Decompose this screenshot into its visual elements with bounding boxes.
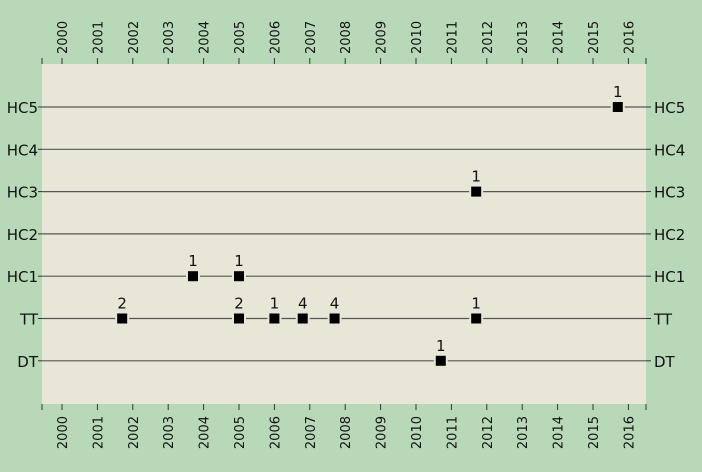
bottom-tick-label: 2010 bbox=[410, 416, 425, 449]
top-tick-label: 2016 bbox=[622, 21, 637, 54]
top-tick-label: 2007 bbox=[304, 21, 319, 54]
left-category-label: TT bbox=[19, 311, 39, 329]
left-category-label: HC5 bbox=[7, 99, 38, 117]
right-category-label: HC4 bbox=[654, 141, 685, 159]
bottom-tick-label: 2007 bbox=[304, 416, 319, 449]
data-marker bbox=[297, 313, 308, 324]
top-tick-label: 2005 bbox=[233, 21, 248, 54]
data-label: 4 bbox=[298, 295, 308, 313]
bottom-tick-label: 2000 bbox=[56, 416, 71, 449]
top-tick-label: 2015 bbox=[587, 21, 602, 54]
bottom-tick-label: 2011 bbox=[445, 416, 460, 449]
top-tick-label: 2013 bbox=[516, 21, 531, 54]
left-category-label: HC1 bbox=[7, 268, 38, 286]
right-category-label: TT bbox=[653, 311, 673, 329]
data-marker bbox=[187, 271, 198, 282]
bottom-tick-label: 2016 bbox=[622, 416, 637, 449]
bottom-tick-label: 2012 bbox=[481, 416, 496, 449]
data-marker bbox=[329, 313, 340, 324]
right-category-label: DT bbox=[654, 353, 676, 371]
left-category-label: HC3 bbox=[7, 184, 38, 202]
data-marker bbox=[234, 313, 244, 324]
bottom-tick-label: 2004 bbox=[198, 416, 213, 449]
right-category-label: HC2 bbox=[654, 226, 685, 244]
data-marker bbox=[471, 313, 482, 324]
data-label: 2 bbox=[234, 295, 244, 313]
data-label: 1 bbox=[234, 252, 244, 270]
data-points: 111 12 2 1 4 4 11 bbox=[115, 83, 625, 368]
top-tick-label: 2006 bbox=[268, 21, 283, 54]
bottom-tick-label: 2002 bbox=[127, 416, 142, 449]
bottom-x-axis: 2000 2001 2002 2003 2004 2005 2006 2007 2008 2009… bbox=[41, 404, 647, 449]
top-tick-label: 2000 bbox=[56, 21, 71, 54]
bottom-tick-label: 2001 bbox=[91, 416, 106, 449]
data-marker bbox=[612, 102, 623, 112]
bottom-tick-label: 2009 bbox=[375, 416, 390, 449]
data-label: 1 bbox=[436, 337, 446, 355]
data-label: 1 bbox=[270, 295, 280, 313]
top-tick-label: 2009 bbox=[375, 21, 390, 54]
data-marker bbox=[435, 355, 446, 366]
data-label: 1 bbox=[471, 295, 481, 313]
bottom-tick-label: 2008 bbox=[339, 416, 354, 449]
data-marker bbox=[234, 271, 244, 282]
bottom-tick-label: 2013 bbox=[516, 416, 531, 449]
left-category-label: HC2 bbox=[7, 226, 38, 244]
top-tick-label: 2008 bbox=[339, 21, 354, 54]
category-rows: HC5 HC5 HC4 HC4 HC3 HC3 HC2 HC2 HC1 HC1 TT TT DT DT bbox=[7, 99, 686, 371]
right-category-label: HC5 bbox=[654, 99, 685, 117]
top-x-axis: 2000 2001 2002 2003 2004 2005 2006 2007 2008 2009… bbox=[41, 21, 647, 64]
top-tick-label: 2014 bbox=[552, 21, 567, 54]
top-tick-label: 2002 bbox=[127, 21, 142, 54]
bottom-tick-label: 2005 bbox=[233, 416, 248, 449]
top-tick-label: 2003 bbox=[162, 21, 177, 54]
bottom-tick-label: 2015 bbox=[587, 416, 602, 449]
bottom-tick-label: 2003 bbox=[162, 416, 177, 449]
data-marker bbox=[471, 186, 482, 197]
bottom-tick-label: 2006 bbox=[268, 416, 283, 449]
top-tick-label: 2010 bbox=[410, 21, 425, 54]
data-label: 1 bbox=[471, 168, 481, 186]
left-category-label: HC4 bbox=[7, 141, 38, 159]
data-label: 2 bbox=[117, 295, 127, 313]
right-category-label: HC1 bbox=[654, 268, 685, 286]
data-label: 1 bbox=[613, 83, 623, 101]
data-marker bbox=[117, 313, 128, 324]
right-category-label: HC3 bbox=[654, 184, 685, 202]
top-tick-label: 2012 bbox=[481, 21, 496, 54]
data-label: 1 bbox=[188, 252, 198, 270]
bottom-tick-label: 2014 bbox=[552, 416, 567, 449]
top-tick-label: 2004 bbox=[198, 21, 213, 54]
left-category-label: DT bbox=[17, 353, 39, 371]
data-label: 4 bbox=[330, 295, 340, 313]
data-marker bbox=[269, 313, 280, 324]
top-tick-label: 2001 bbox=[91, 21, 106, 54]
top-tick-label: 2011 bbox=[445, 21, 460, 54]
